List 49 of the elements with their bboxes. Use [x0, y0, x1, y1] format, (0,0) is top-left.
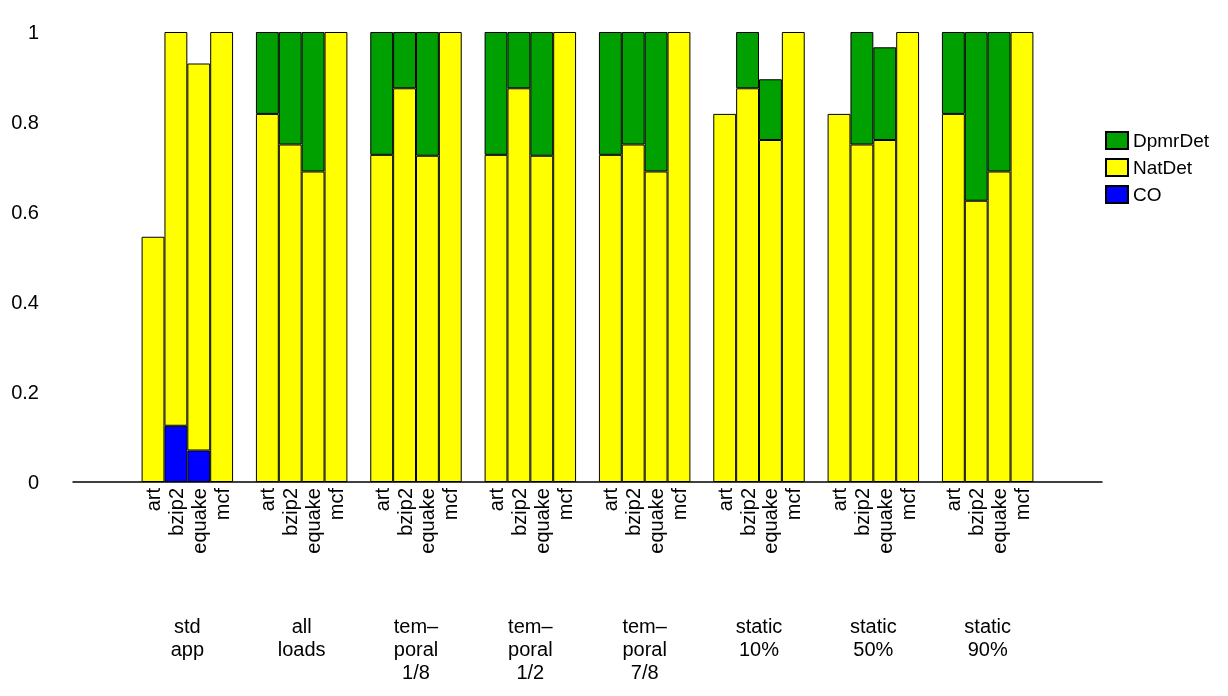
x-tick-label: mcf [439, 487, 462, 521]
x-tick-label: art [828, 487, 851, 512]
x-tick-label: bzip2 [164, 488, 187, 536]
x-tick-label: art [370, 487, 393, 512]
text: tem– poral 1/8 [393, 614, 440, 683]
legend-label: DpmrDet [1132, 130, 1210, 151]
text: static 50% [849, 614, 897, 660]
y-tick-label: 1 [27, 21, 39, 43]
x-tick-label: bzip2 [965, 488, 988, 536]
x-tick-label: art [713, 487, 736, 512]
x-tick-label: equake [187, 488, 210, 554]
x-tick-label: mcf [667, 487, 690, 521]
y-tick-label: 0.2 [11, 381, 39, 403]
y-tick-label: 0 [27, 471, 39, 493]
x-tick-label: mcf [324, 487, 347, 521]
y-tick-label: 0.8 [11, 111, 39, 133]
x-tick-label: art [256, 487, 279, 512]
x-tick-label: mcf [1010, 487, 1033, 521]
x-tick-label: equake [988, 488, 1011, 554]
x-tick-label: mcf [782, 487, 805, 521]
y-tick-label: 0.6 [11, 201, 39, 223]
text: tem– poral 1/2 [508, 614, 554, 683]
text: std app [170, 614, 205, 660]
x-tick-label: art [599, 487, 622, 512]
x-tick-label: art [485, 487, 508, 512]
x-tick-label: bzip2 [279, 488, 302, 536]
text: static 10% [735, 614, 783, 660]
x-tick-label: bzip2 [736, 488, 759, 536]
x-tick-label: equake [873, 488, 896, 554]
x-tick-label: art [942, 487, 965, 512]
x-tick-label: equake [416, 488, 439, 554]
x-tick-label: equake [302, 488, 325, 554]
x-tick-label: bzip2 [393, 488, 416, 536]
x-tick-label: art [142, 487, 165, 512]
x-tick-label: equake [530, 488, 553, 554]
text: all loads [277, 614, 326, 660]
text: tem– poral 7/8 [622, 614, 668, 683]
x-tick-label: bzip2 [507, 488, 530, 536]
x-tick-label: mcf [553, 487, 576, 521]
text: static 90% [964, 614, 1012, 660]
x-tick-label: bzip2 [850, 488, 873, 536]
legend-label: NatDet [1132, 157, 1193, 178]
y-tick-label: 0.4 [11, 291, 39, 313]
x-tick-label: equake [759, 488, 782, 554]
x-tick-label: mcf [896, 487, 919, 521]
legend-label: CO [1132, 184, 1162, 205]
x-tick-label: equake [645, 488, 668, 554]
x-tick-label: mcf [210, 487, 233, 521]
x-tick-label: bzip2 [622, 488, 645, 536]
